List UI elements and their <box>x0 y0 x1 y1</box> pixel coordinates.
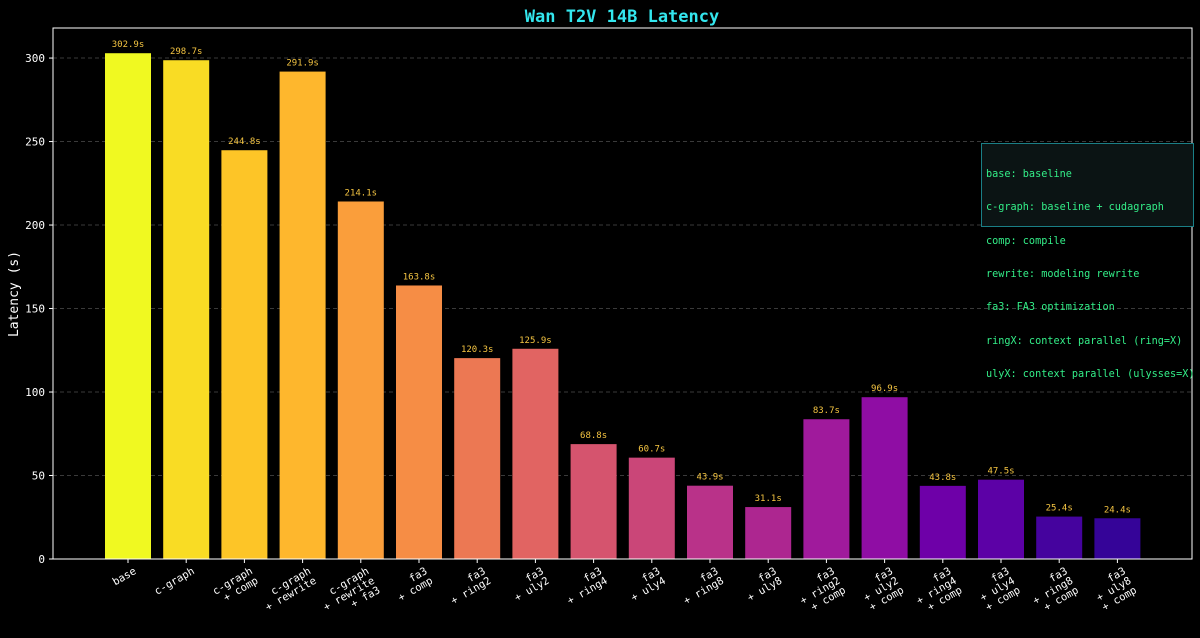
bar <box>745 507 792 559</box>
bar <box>1036 516 1083 559</box>
legend-entry: rewrite: modeling rewrite <box>986 269 1140 281</box>
bar-value-label: 43.8s <box>929 473 956 483</box>
y-tick-label: 50 <box>32 470 45 483</box>
legend-entry: ulyX: context parallel (ulysses=X) <box>986 368 1195 380</box>
bar <box>628 457 675 559</box>
bar <box>570 444 617 559</box>
bar <box>105 53 151 560</box>
bar-value-label: 302.9s <box>112 40 145 50</box>
legend-entry: ringX: context parallel (ring=X) <box>986 335 1183 347</box>
bar <box>687 485 733 559</box>
legend-entry: comp: compile <box>986 235 1066 247</box>
bar <box>279 71 326 559</box>
bar <box>163 60 210 560</box>
bar <box>861 397 908 559</box>
bar-value-label: 83.7s <box>813 406 840 416</box>
legend-entry: c-graph: baseline + cudagraph <box>986 202 1164 214</box>
bar <box>454 358 501 559</box>
y-tick-label: 300 <box>25 52 45 65</box>
bar-value-label: 47.5s <box>987 467 1014 477</box>
bar <box>337 201 384 559</box>
y-tick-label: 250 <box>25 136 45 149</box>
y-axis: 0 50 100 150 200 250 300 <box>25 52 53 566</box>
bar <box>221 150 268 559</box>
y-tick-label: 200 <box>25 219 45 232</box>
bar <box>919 485 966 559</box>
legend-entry: base: baseline <box>986 169 1072 181</box>
legend-entry: fa3: FA3 optimization <box>986 302 1115 314</box>
y-tick-label: 0 <box>38 553 45 566</box>
bar <box>396 285 442 559</box>
bar-value-label: 43.9s <box>696 473 723 483</box>
bar <box>803 419 850 559</box>
bar-value-label: 163.8s <box>403 272 436 282</box>
bar-value-label: 244.8s <box>228 137 261 147</box>
bar-value-label: 298.7s <box>170 47 203 57</box>
bar <box>978 479 1024 559</box>
value-labels: 302.9s 298.7s 244.8s 291.9s 214.1s 163.8s 120.… <box>112 40 1131 515</box>
y-tick-label: 150 <box>25 303 45 316</box>
y-axis-label: Latency (s) <box>7 251 22 337</box>
chart-title: Wan T2V 14B Latency <box>525 7 719 27</box>
bar <box>1094 518 1141 559</box>
bar-value-label: 96.9s <box>871 384 898 394</box>
bar-value-label: 120.3s <box>461 345 494 355</box>
bar-value-label: 291.9s <box>286 59 319 69</box>
plot-frame <box>52 27 1193 560</box>
bar-value-label: 125.9s <box>519 336 552 346</box>
bar-value-label: 68.8s <box>580 431 607 441</box>
bars <box>105 53 1141 560</box>
bar-value-label: 214.1s <box>345 188 378 198</box>
bar-value-label: 31.1s <box>755 494 782 504</box>
legend: base: baseline c-graph: baseline + cudag… <box>981 143 1195 380</box>
bar-value-label: 24.4s <box>1104 505 1131 515</box>
bar-value-label: 60.7s <box>638 445 665 455</box>
y-tick-label: 100 <box>25 386 45 399</box>
bar-value-label: 25.4s <box>1046 504 1073 514</box>
bar <box>512 348 559 559</box>
